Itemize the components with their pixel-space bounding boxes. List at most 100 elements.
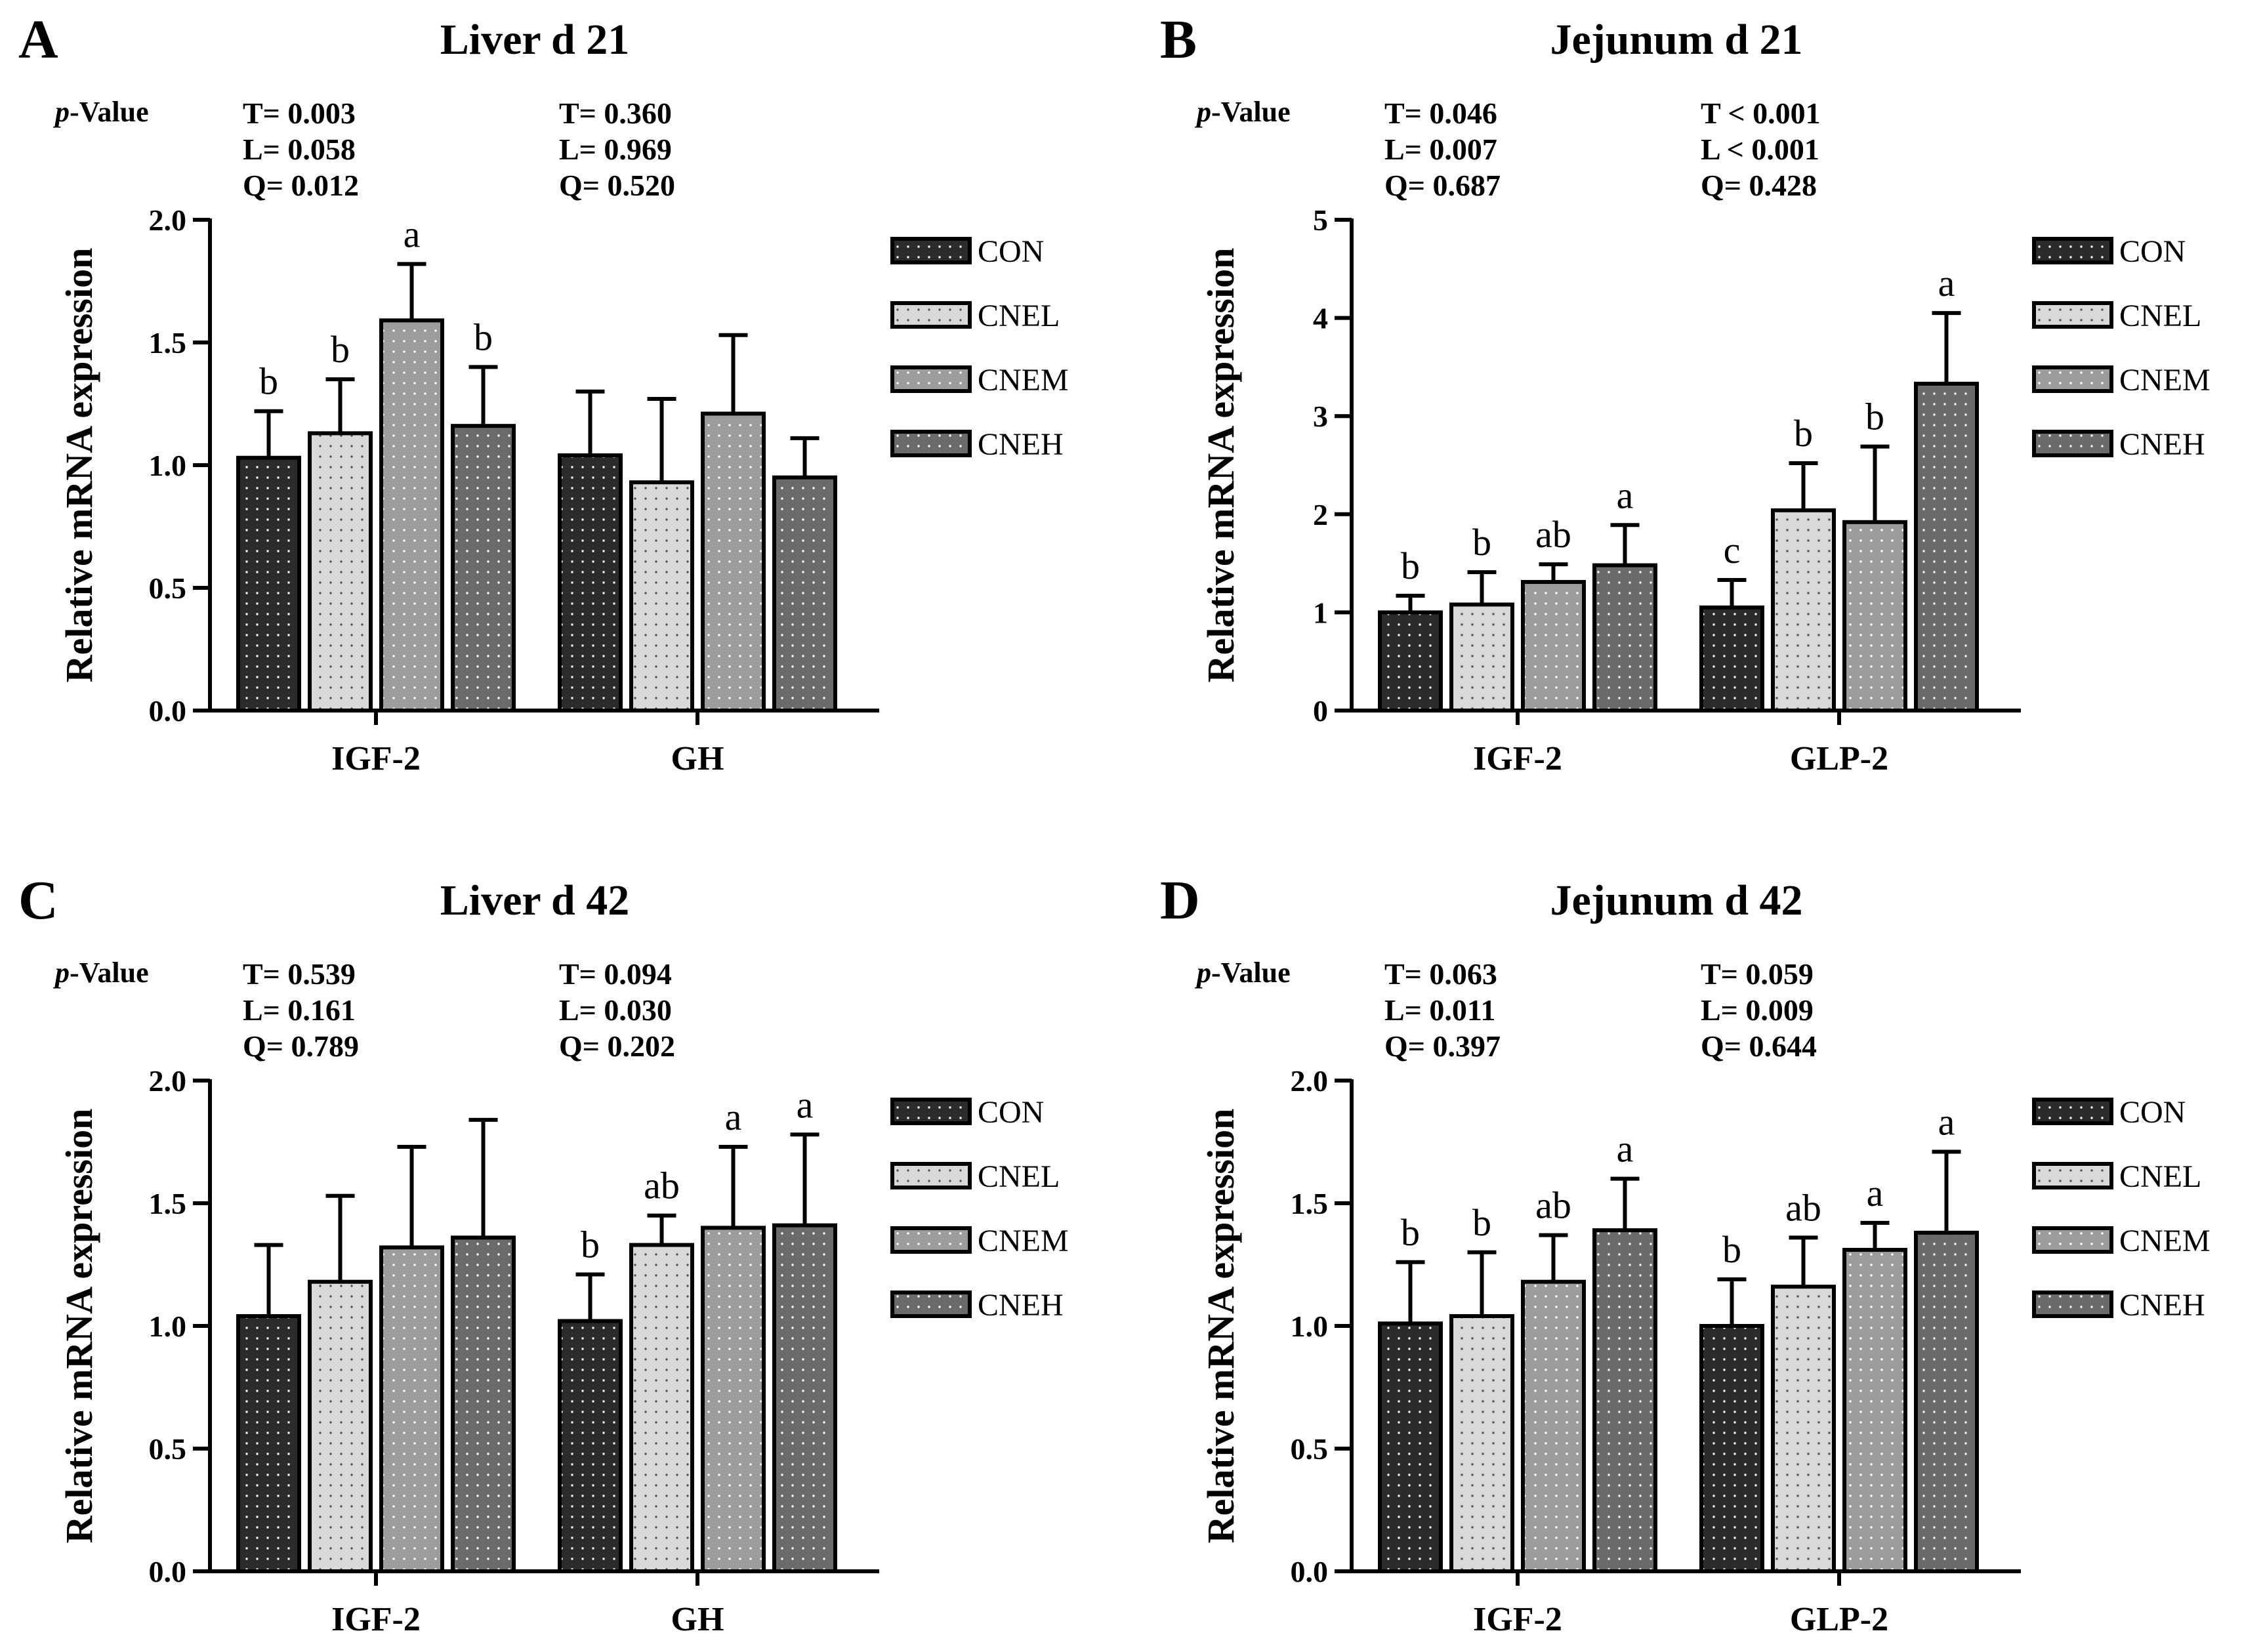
legend-swatch-cneh — [890, 430, 972, 457]
pvalue-text: L= 0.161 — [243, 993, 356, 1027]
legend-label: CNEM — [2119, 1224, 2211, 1258]
panel-letter: D — [1160, 870, 1200, 931]
bar-con — [1699, 1324, 1764, 1573]
x-category-label: GLP-2 — [1790, 740, 1888, 777]
legend-swatch-con — [890, 237, 972, 264]
y-tick-label: 0.0 — [1291, 1555, 1329, 1588]
bar-cneh — [772, 1223, 837, 1573]
y-tick-label: 2 — [1313, 498, 1328, 531]
significance-label: ab — [1535, 513, 1571, 556]
pvalue-text: L= 0.009 — [1701, 993, 1814, 1027]
legend-swatch-cneh — [2032, 1291, 2113, 1318]
bar-con — [1378, 610, 1443, 713]
bar-cneh — [1592, 1228, 1657, 1573]
pvalue-text: Q= 0.397 — [1384, 1029, 1501, 1063]
bar-con — [236, 1314, 301, 1573]
legend-label: CON — [978, 234, 1044, 269]
pvalue-text: T= 0.003 — [243, 96, 356, 130]
significance-label: b — [581, 1223, 600, 1266]
x-category-label: GLP-2 — [1790, 1601, 1888, 1638]
y-tick-label: 0.0 — [149, 1555, 187, 1588]
pvalue-text: L= 0.030 — [559, 993, 672, 1027]
significance-label: b — [1794, 412, 1813, 455]
bar-cnel — [1771, 1285, 1836, 1573]
bar-cnel — [629, 1243, 694, 1574]
y-tick-label: 2.0 — [149, 203, 187, 237]
pvalue-text: Q= 0.202 — [559, 1029, 675, 1063]
bar-cnel — [1449, 1314, 1514, 1573]
significance-label: b — [1401, 545, 1420, 587]
pvalue-text: T= 0.539 — [243, 957, 356, 991]
bar-con — [558, 453, 623, 712]
y-tick-label: 1.5 — [149, 1187, 187, 1220]
legend-label: CNEH — [978, 1288, 1064, 1323]
bar-con — [236, 455, 301, 713]
significance-label: a — [1617, 474, 1634, 516]
legend-label: CNEL — [2119, 299, 2201, 333]
pvalue-text: Q= 0.687 — [1384, 169, 1501, 202]
panel-letter: C — [18, 870, 58, 931]
significance-label: b — [1401, 1211, 1420, 1254]
panel-letter: A — [18, 9, 58, 70]
bar-cnel — [1771, 508, 1836, 712]
pvalue-text: Q= 0.012 — [243, 169, 359, 202]
y-tick-label: 5 — [1313, 203, 1328, 237]
bar-cnem — [379, 318, 444, 712]
bar-con — [558, 1319, 623, 1574]
legend-swatch-cnem — [2032, 1226, 2113, 1254]
bar-cnem — [1521, 1279, 1586, 1573]
significance-label: c — [1724, 529, 1741, 571]
pvalue-label: p-Value — [1194, 957, 1291, 989]
legend-label: CNEH — [2119, 427, 2205, 462]
significance-label: a — [1617, 1128, 1634, 1170]
legend-label: CON — [2119, 234, 2186, 269]
legend-swatch-cnel — [890, 1162, 972, 1189]
y-tick-label: 2.0 — [149, 1064, 187, 1098]
significance-label: b — [1472, 521, 1491, 564]
legend-swatch-cnem — [890, 365, 972, 393]
bar-cnel — [1449, 602, 1514, 712]
y-tick-label: 1.0 — [1291, 1310, 1329, 1343]
legend-swatch-con — [2032, 237, 2113, 264]
pvalue-label: p-Value — [1194, 96, 1291, 128]
bar-cnel — [629, 480, 694, 712]
pvalue-text: Q= 0.520 — [559, 169, 675, 202]
legend-swatch-con — [890, 1098, 972, 1125]
legend-swatch-cnem — [2032, 365, 2113, 393]
significance-label: a — [1938, 262, 1955, 304]
pvalue-text: T= 0.094 — [559, 957, 672, 991]
significance-label: a — [797, 1083, 814, 1126]
y-tick-label: 4 — [1313, 302, 1328, 335]
x-category-label: IGF-2 — [331, 1601, 421, 1638]
bar-cneh — [1592, 563, 1657, 712]
y-tick-label: 0.5 — [1291, 1432, 1329, 1466]
legend-label: CNEM — [978, 363, 1069, 398]
bar-cnem — [1842, 1248, 1907, 1573]
bar-cneh — [451, 1235, 516, 1573]
pvalue-label: p-Value — [52, 96, 149, 128]
y-tick-label: 1 — [1313, 596, 1328, 629]
y-tick-label: 0.5 — [149, 1432, 187, 1466]
legend-label: CON — [2119, 1095, 2186, 1130]
pvalue-text: L= 0.058 — [243, 133, 356, 166]
significance-label: b — [1865, 396, 1884, 438]
legend-label: CNEL — [2119, 1159, 2201, 1194]
significance-label: a — [1938, 1100, 1955, 1143]
x-category-label: IGF-2 — [1473, 740, 1562, 777]
panel-letter: B — [1160, 9, 1197, 70]
legend-swatch-cnel — [2032, 301, 2113, 329]
significance-label: b — [331, 328, 350, 371]
pvalue-text: Q= 0.644 — [1701, 1029, 1817, 1063]
panel-title: Liver d 21 — [440, 16, 629, 64]
pvalue-text: T= 0.059 — [1701, 957, 1814, 991]
pvalue-label: p-Value — [52, 957, 149, 989]
significance-label: a — [1867, 1172, 1884, 1214]
significance-label: b — [259, 360, 278, 403]
legend-swatch-cneh — [2032, 430, 2113, 457]
bar-cneh — [451, 424, 516, 712]
